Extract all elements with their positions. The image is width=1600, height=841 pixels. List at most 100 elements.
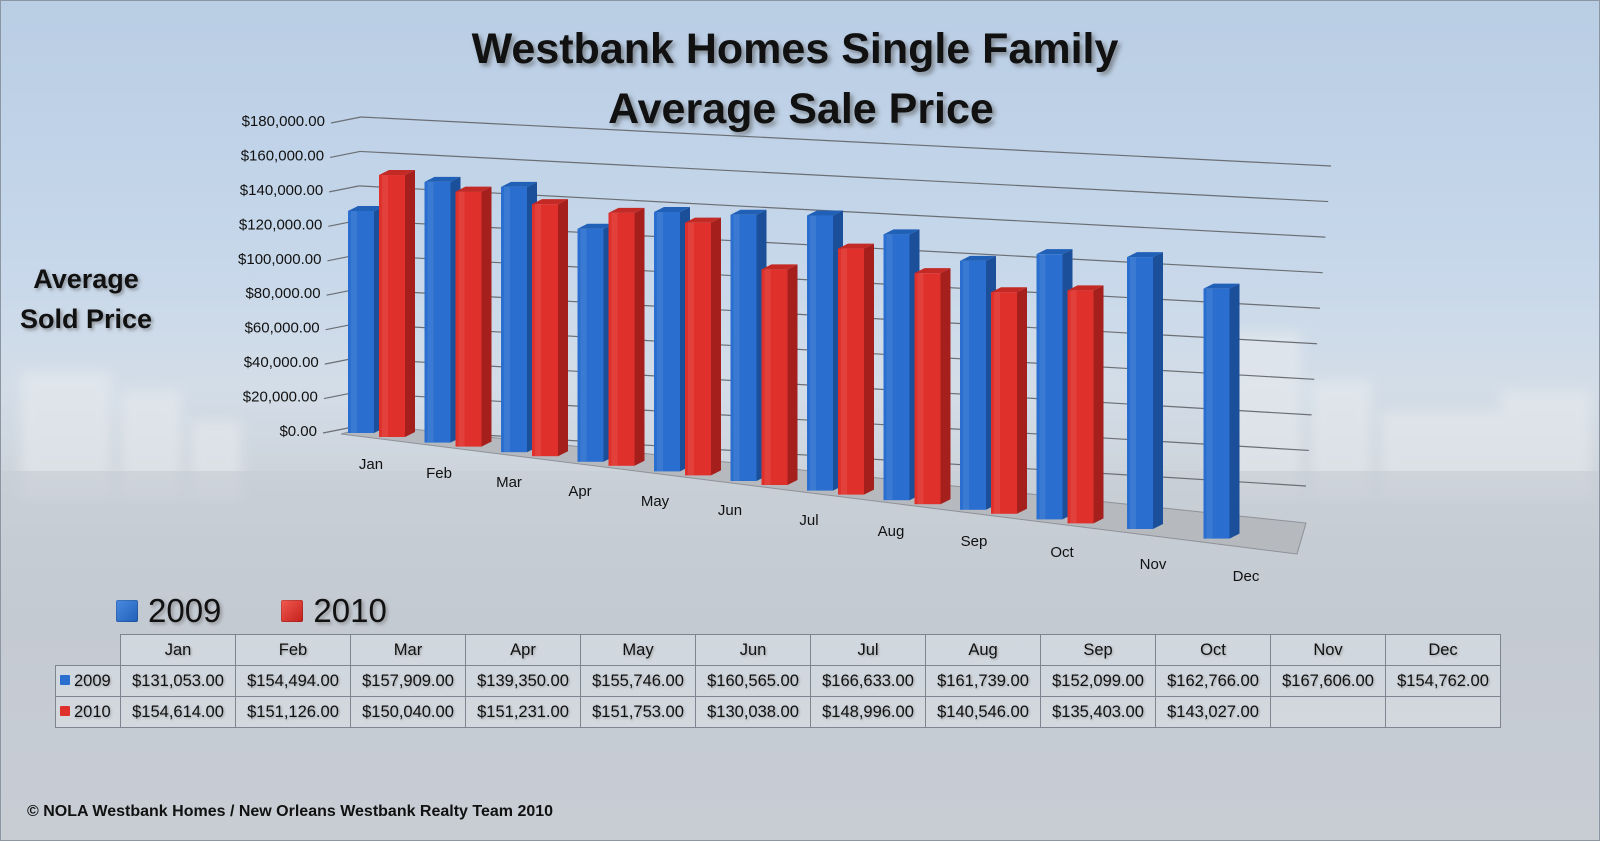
y-tick-mark xyxy=(330,116,362,124)
gridline xyxy=(360,150,1329,203)
bar-2009-feb xyxy=(424,176,461,443)
data-cell: $151,231.00 xyxy=(465,696,581,728)
legend-label-2010: 2010 xyxy=(313,592,387,629)
y-tick-label: $140,000.00 xyxy=(240,182,323,199)
data-cell: $157,909.00 xyxy=(350,665,466,697)
data-cell: $162,766.00 xyxy=(1155,665,1271,697)
bar-2009-sep xyxy=(960,255,996,510)
data-table-header: Apr xyxy=(465,634,581,666)
bar-2009-apr xyxy=(577,223,614,462)
x-tick-label: Jul xyxy=(799,512,818,529)
data-table-header: Aug xyxy=(925,634,1041,666)
x-tick-label: Dec xyxy=(1233,568,1260,585)
bar-2009-jun xyxy=(730,209,767,481)
data-table-header-row: Jan Feb Mar Apr May Jun Jul Aug Sep Oct … xyxy=(55,634,1501,666)
series-swatch-icon xyxy=(60,674,70,685)
y-tick-label: $20,000.00 xyxy=(243,389,318,406)
x-tick-label: Feb xyxy=(426,465,452,482)
legend-swatch-2009 xyxy=(116,600,138,622)
data-cell: $155,746.00 xyxy=(580,665,696,697)
data-table-header: Oct xyxy=(1155,634,1271,666)
bar-2010-aug xyxy=(914,268,951,505)
bar-2009-jul xyxy=(807,210,843,491)
data-cell: $154,494.00 xyxy=(235,665,351,697)
data-cell: $130,038.00 xyxy=(695,696,811,728)
data-table-corner xyxy=(55,634,121,666)
legend-swatch-2010 xyxy=(281,600,304,622)
x-tick-label: Sep xyxy=(961,533,988,550)
data-table-header: Jul xyxy=(810,634,926,666)
bar-2010-sep xyxy=(991,287,1027,514)
y-tick-label: $40,000.00 xyxy=(244,354,319,371)
data-cell xyxy=(1385,696,1501,728)
y-tick-label: $0.00 xyxy=(279,423,317,440)
data-cell: $131,053.00 xyxy=(120,665,236,697)
data-table-header: Sep xyxy=(1040,634,1156,666)
data-table-row-2010: 2010 $154,614.00 $151,126.00 $150,040.00… xyxy=(55,696,1501,728)
y-tick-mark xyxy=(329,185,360,193)
x-tick-label: Jan xyxy=(359,456,383,473)
copyright-footer: © NOLA Westbank Homes / New Orleans West… xyxy=(27,803,554,820)
data-cell: $161,739.00 xyxy=(925,665,1041,697)
bar-chart-3d: $0.00 $20,000.00 $40,000.00 $60,000.00 $80,0… xyxy=(238,113,1332,585)
data-cell: $151,753.00 xyxy=(580,696,696,728)
bar-2009-mar xyxy=(501,181,537,453)
data-cell: $160,565.00 xyxy=(695,665,811,697)
chart-legend: 2009 2010 xyxy=(116,591,447,631)
bar-2010-oct xyxy=(1067,285,1104,524)
legend-item-2009: 2009 xyxy=(116,592,221,630)
data-cell: $148,996.00 xyxy=(810,696,926,728)
data-table-header: Feb xyxy=(235,634,351,666)
data-cell: $139,350.00 xyxy=(465,665,581,697)
data-cell: $140,546.00 xyxy=(925,696,1041,728)
bar-2009-nov xyxy=(1127,252,1163,529)
data-cell: $152,099.00 xyxy=(1040,665,1156,697)
bar-2010-jun xyxy=(761,264,798,485)
y-tick-label: $180,000.00 xyxy=(242,113,325,130)
data-table-header: May xyxy=(580,634,696,666)
y-tick-mark xyxy=(329,150,361,159)
data-cell: $167,606.00 xyxy=(1270,665,1386,697)
x-tick-label: Aug xyxy=(878,523,905,540)
data-table-header: Jan xyxy=(120,634,236,666)
data-table: Jan Feb Mar Apr May Jun Jul Aug Sep Oct … xyxy=(55,634,1501,728)
bar-2009-dec xyxy=(1203,283,1240,539)
data-table-header: Mar xyxy=(350,634,466,666)
data-table-header: Nov xyxy=(1270,634,1386,666)
data-cell: $166,633.00 xyxy=(810,665,926,697)
x-tick-label: Nov xyxy=(1140,556,1167,573)
data-cell: $154,614.00 xyxy=(120,696,236,728)
y-tick-label: $100,000.00 xyxy=(238,251,321,268)
gridline xyxy=(360,116,1332,167)
bar-2010-feb xyxy=(455,186,492,447)
data-cell: $135,403.00 xyxy=(1040,696,1156,728)
legend-label-2009: 2009 xyxy=(148,592,222,629)
bar-2009-jan xyxy=(348,205,384,433)
chart-title-line2: Average Sale Price xyxy=(608,85,994,133)
legend-item-2010: 2010 xyxy=(281,592,387,630)
y-axis-title-line2: Sold Price xyxy=(19,304,153,334)
y-axis-title-line1: Average xyxy=(33,264,139,294)
y-tick-label: $120,000.00 xyxy=(239,216,322,233)
x-tick-label: Apr xyxy=(568,483,591,500)
x-tick-label: Mar xyxy=(496,474,522,491)
y-axis-title: Average Sold Price xyxy=(11,259,161,339)
y-tick-label: $160,000.00 xyxy=(241,147,324,164)
y-tick-label: $80,000.00 xyxy=(245,285,320,302)
row-header-2009: 2009 xyxy=(55,665,121,697)
bar-2010-mar xyxy=(532,199,568,457)
data-cell: $151,126.00 xyxy=(235,696,351,728)
data-cell: $154,762.00 xyxy=(1385,665,1501,697)
data-table-header: Dec xyxy=(1385,634,1501,666)
bar-2009-aug xyxy=(883,229,920,501)
data-table-header: Jun xyxy=(695,634,811,666)
x-tick-label: May xyxy=(641,493,670,510)
series-swatch-icon xyxy=(60,705,70,716)
row-header-2010: 2010 xyxy=(55,696,121,728)
y-tick-label: $60,000.00 xyxy=(245,320,320,337)
x-tick-label: Jun xyxy=(718,502,742,519)
bar-2010-jul xyxy=(838,243,874,495)
x-tick-label: Oct xyxy=(1050,544,1074,561)
bar-2010-may xyxy=(685,217,721,476)
